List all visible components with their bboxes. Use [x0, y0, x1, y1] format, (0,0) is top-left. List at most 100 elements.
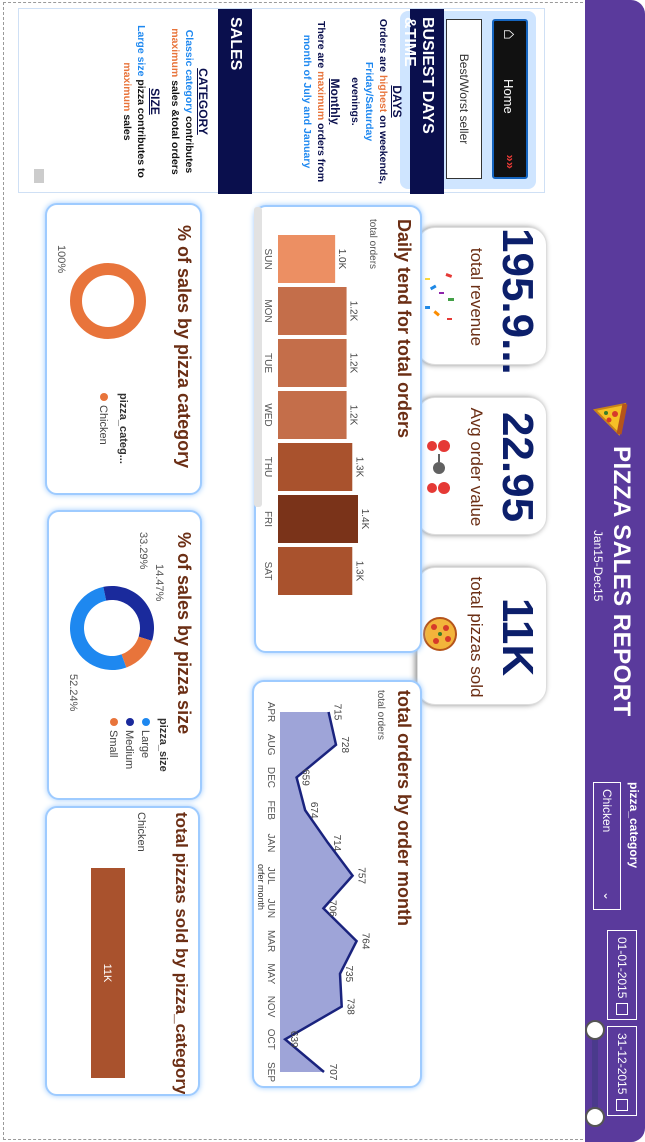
monthly-line1-c: orders from — [315, 120, 327, 183]
daily-bar[interactable] — [278, 443, 353, 491]
size-slice-label: 33.29% — [137, 532, 149, 570]
monthly-point-label: 659 — [300, 769, 311, 786]
monthly-tick-label: FEB — [265, 800, 276, 820]
calendar-icon — [616, 1099, 628, 1111]
busiest-title-bar: BUSIEST DAYS &TIME — [401, 9, 444, 194]
days-heading: DAYS — [390, 85, 404, 118]
monthly-line1: There are maximum orders from — [314, 9, 328, 194]
date-to-value: 31-12-2015 — [615, 1033, 629, 1095]
category-slice-label: 100% — [55, 245, 67, 273]
kpi-total-revenue-value: 195.9... — [493, 228, 542, 375]
calendar-icon — [616, 1003, 628, 1015]
category-line2-a: maximum — [169, 28, 181, 78]
daily-bar-label: 1.3K — [353, 457, 364, 478]
daily-tick-label: TUE — [262, 353, 273, 373]
size-heading: SIZE — [148, 88, 162, 115]
monthly-point-label: 714 — [331, 835, 342, 852]
kpi-total-pizzas-value: 11K — [493, 597, 542, 677]
slider-start-handle[interactable] — [585, 1020, 605, 1040]
size-share-card: % of sales by pizza size 52.24% 33.29% 14.… — [47, 510, 202, 800]
order-flow-icon — [424, 438, 454, 498]
category-line1: Classic category contributes — [182, 9, 196, 194]
days-line1-b: highest — [377, 74, 389, 113]
daily-bar[interactable] — [278, 287, 347, 335]
category-share-chart: % of sales by pizza category 100% pizza_… — [55, 225, 194, 468]
home-button[interactable]: ⌂ Home »» — [492, 19, 528, 179]
slider-end-handle[interactable] — [585, 1107, 605, 1127]
days-line1-c: on weekends, — [377, 112, 389, 185]
donut-slice[interactable] — [121, 636, 152, 668]
category-slices: 100% — [55, 245, 146, 339]
category-bar-chart: total pizzas sold by pizza_category Chic… — [91, 812, 191, 1095]
daily-trend-card: Daily tend for total orders total orders… — [254, 205, 422, 653]
daily-tick-label: MON — [262, 299, 273, 322]
date-from-value: 01-01-2015 — [615, 937, 629, 999]
daily-bar[interactable] — [278, 339, 347, 387]
monthly-point-label: 735 — [343, 965, 354, 982]
home-label: Home — [501, 79, 516, 114]
monthly-tick-label: JUN — [265, 899, 276, 918]
legend-label: Small — [107, 730, 119, 758]
category-bar-label: 11K — [101, 964, 113, 983]
category-legend: Chicken — [97, 393, 109, 445]
daily-bar[interactable] — [278, 391, 347, 439]
legend-marker — [100, 393, 108, 401]
daily-tick-label: SUN — [262, 248, 273, 269]
report-subtitle: Jan15-Dec15 — [591, 530, 605, 602]
kpi-total-pizzas-label: total pizzas sold — [467, 576, 486, 698]
kpi-avg-order: 22.95 Avg order value — [417, 397, 547, 535]
slider-fill — [592, 1028, 598, 1118]
monthly-area-fill — [280, 712, 357, 1072]
monthly-point-label: 707 — [327, 1064, 338, 1081]
size-share-chart: % of sales by pizza size 52.24% 33.29% 14.… — [67, 532, 194, 772]
category-line1-a: Classic category — [183, 29, 195, 114]
chevron-down-icon: ⌄ — [601, 890, 615, 901]
daily-scrollbar[interactable] — [254, 207, 262, 507]
monthly-tick-label: MAR — [265, 930, 276, 952]
monthly-point-label: 738 — [345, 998, 356, 1015]
monthly-tick-label: SEP — [265, 1062, 276, 1082]
panel-scroll-thumb[interactable] — [34, 169, 44, 183]
best-worst-seller-label: Best/Worst seller — [457, 53, 471, 145]
size-legend: Large Medium Small — [107, 718, 151, 769]
date-from-field[interactable]: 01-01-2015 — [607, 930, 637, 1020]
monthly-trend-card: total orders by order month total orders… — [252, 680, 422, 1088]
category-line2: maximum sales &total orders — [168, 9, 182, 194]
monthly-trend-title: total orders by order month — [394, 690, 414, 926]
category-bar-group: Chicken 11K — [91, 812, 147, 1078]
monthly-line2: month of July and January — [301, 34, 313, 169]
daily-bar-label: 1.0K — [336, 249, 347, 270]
arrows-icon: »» — [503, 154, 518, 169]
daily-bar[interactable] — [278, 235, 336, 283]
daily-bar[interactable] — [278, 495, 358, 543]
monthly-line[interactable] — [282, 711, 359, 1073]
pizza-slice-icon — [591, 400, 629, 438]
best-worst-seller-button[interactable]: Best/Worst seller — [446, 19, 482, 179]
category-bar[interactable] — [91, 868, 125, 1078]
daily-bar[interactable] — [278, 547, 353, 595]
category-filter-dropdown[interactable]: Chicken ⌄ — [593, 782, 621, 910]
category-bar-tick: Chicken — [135, 812, 147, 852]
donut-slice[interactable] — [70, 586, 127, 670]
kpi-avg-order-value: 22.95 — [493, 411, 542, 523]
category-line2-b: sales &total orders — [169, 77, 181, 175]
daily-bar-label: 1.2K — [348, 353, 359, 374]
legend-marker — [110, 718, 118, 726]
category-heading: CATEGORY — [196, 68, 210, 135]
sales-title: SALES — [227, 17, 244, 71]
size-legend-title: pizza_size — [157, 718, 169, 772]
days-line2: Friday/Saturday — [363, 61, 375, 142]
monthly-tick-label: JAN — [265, 833, 276, 852]
days-line1-a: Orders are — [377, 18, 389, 75]
monthly-tick-label: JUL — [265, 867, 276, 885]
daily-tick-label: WED — [262, 403, 273, 426]
date-to-field[interactable]: 31-12-2015 — [607, 1026, 637, 1116]
donut-slice[interactable] — [70, 263, 146, 339]
daily-bar-label: 1.2K — [348, 405, 359, 426]
donut-slice[interactable] — [103, 586, 154, 641]
daily-trend-title: Daily tend for total orders — [394, 219, 414, 438]
confetti-icon — [422, 268, 458, 328]
category-filter[interactable]: pizza_category Chicken ⌄ — [587, 780, 643, 920]
insights-panel: ⌂ Home »» Best/Worst seller BUSIEST DAYS… — [18, 8, 545, 194]
